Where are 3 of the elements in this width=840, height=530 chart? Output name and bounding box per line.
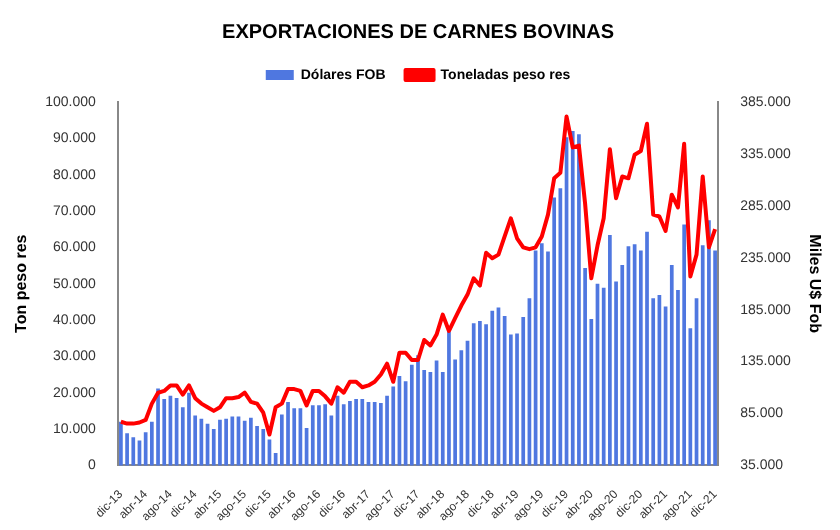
chart-title: EXPORTACIONES DE CARNES BOVINAS xyxy=(222,21,615,44)
y2-axis-title: Miles U$ Fob xyxy=(805,234,824,334)
y-axis-title: Ton peso res xyxy=(12,233,31,333)
